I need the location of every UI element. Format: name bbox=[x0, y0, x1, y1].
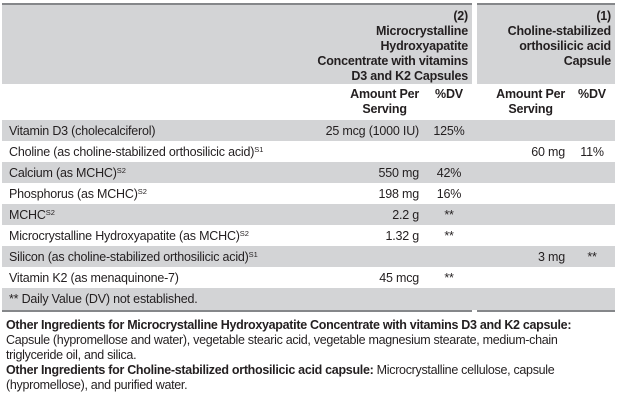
footnote-marker: S1 bbox=[248, 249, 258, 259]
product-2-name-line: Choline-stabilized bbox=[507, 24, 612, 38]
other-ingredients-section: Other Ingredients for Microcrystalline H… bbox=[6, 318, 612, 393]
product-1-name-line: D3 and K2 Capsules bbox=[351, 69, 468, 83]
product-1-name-line: Microcrystalline bbox=[376, 24, 468, 38]
column-header-row: Amount Per Serving %DV Amount Per Serving … bbox=[2, 84, 615, 120]
table-row-mchc: MCHCS2 2.2 g ** bbox=[2, 204, 615, 225]
other-ingredients-product-2: Other Ingredients for Choline-stabilized… bbox=[6, 363, 612, 393]
serving-label: Serving bbox=[362, 102, 407, 116]
top-rule-right-segment bbox=[477, 3, 615, 5]
amount-2-value: 3 mg bbox=[538, 249, 565, 264]
amount-2-value: 60 mg bbox=[531, 144, 565, 159]
bottom-rule-left-segment bbox=[2, 310, 472, 312]
daily-value-footnote: ** Daily Value (DV) not established. bbox=[9, 292, 198, 306]
nutrient-rows: Vitamin D3 (cholecalciferol) 25 mcg (100… bbox=[2, 120, 615, 288]
serving-label: Serving bbox=[508, 102, 553, 116]
table-row-silicon: Silicon (as choline-stabilized orthosili… bbox=[2, 246, 615, 267]
product-1-name-line: Hydroxyapatite bbox=[380, 39, 468, 53]
other-ingredients-2-lead: Other Ingredients for Choline-stabilized… bbox=[6, 363, 374, 377]
other-ingredients-1-lead: Other Ingredients for Microcrystalline H… bbox=[6, 318, 572, 332]
other-ingredients-product-1: Other Ingredients for Microcrystalline H… bbox=[6, 318, 612, 363]
table-row-phosphorus: Phosphorus (as MCHC)S2 198 mg 16% bbox=[2, 183, 615, 204]
top-rule-left-segment bbox=[2, 3, 472, 5]
nutrient-label: Choline (as choline-stabilized orthosili… bbox=[9, 144, 255, 159]
amount-1-value: 2.2 g bbox=[392, 207, 419, 222]
product-1-header: (2) Microcrystalline Hydroxyapatite Conc… bbox=[2, 5, 472, 84]
table-top-rule bbox=[2, 3, 615, 5]
column-header-amount-1: Amount Per Serving bbox=[314, 87, 421, 117]
table-row-microcrystalline-hydroxyapatite: Microcrystalline Hydroxyapatite (as MCHC… bbox=[2, 225, 615, 246]
dv-1-value: ** bbox=[444, 207, 454, 222]
amount-1-value: 198 mg bbox=[378, 186, 420, 201]
product-2-name-line: orthosilicic acid bbox=[519, 39, 611, 53]
column-separator-gap bbox=[472, 5, 477, 84]
table-row-vitamin-k2: Vitamin K2 (as menaquinone-7) 45 mcg ** bbox=[2, 267, 615, 288]
column-header-dv-2: %DV bbox=[578, 87, 606, 101]
product-1-name-line: Concentrate with vitamins bbox=[317, 54, 468, 68]
amount-per-label: Amount Per bbox=[496, 87, 565, 101]
other-ingredients-1-text: Capsule (hypromellose and water), vegeta… bbox=[6, 333, 558, 362]
amount-1-value: 1.32 g bbox=[385, 228, 419, 243]
nutrient-label: Vitamin D3 (cholecalciferol) bbox=[9, 123, 156, 138]
footnote-marker: S1 bbox=[254, 144, 264, 154]
dv-2-value: 11% bbox=[580, 144, 604, 159]
dv-1-value: 42% bbox=[436, 165, 462, 180]
amount-1-value: 45 mcg bbox=[379, 270, 419, 285]
supplement-facts-table: (2) Microcrystalline Hydroxyapatite Conc… bbox=[2, 3, 615, 312]
daily-value-footnote-row: ** Daily Value (DV) not established. bbox=[2, 288, 615, 310]
nutrient-label: Microcrystalline Hydroxyapatite (as MCHC… bbox=[9, 228, 240, 243]
nutrient-label: Vitamin K2 (as menaquinone-7) bbox=[9, 270, 179, 285]
amount-1-value: 550 mg bbox=[378, 165, 420, 180]
nutrient-label: MCHC bbox=[9, 207, 46, 222]
footnote-marker: S2 bbox=[137, 186, 147, 196]
footnote-marker: S2 bbox=[45, 207, 55, 217]
amount-per-label: Amount Per bbox=[350, 87, 419, 101]
product-2-count: (1) bbox=[596, 9, 611, 23]
dv-2-value: ** bbox=[587, 249, 597, 264]
nutrient-label: Calcium (as MCHC) bbox=[9, 165, 117, 180]
product-1-count: (2) bbox=[453, 9, 468, 23]
table-row-vitamin-d3: Vitamin D3 (cholecalciferol) 25 mcg (100… bbox=[2, 120, 615, 141]
nutrient-label: Phosphorus (as MCHC) bbox=[9, 186, 138, 201]
column-header-amount-2: Amount Per Serving bbox=[477, 87, 569, 117]
table-row-calcium: Calcium (as MCHC)S2 550 mg 42% bbox=[2, 162, 615, 183]
dv-1-value: ** bbox=[444, 270, 454, 285]
product-2-header: (1) Choline-stabilized orthosilicic acid… bbox=[477, 5, 615, 84]
column-header-dv-1: %DV bbox=[435, 87, 463, 101]
dv-1-value: ** bbox=[444, 228, 454, 243]
table-bottom-rule bbox=[2, 310, 615, 312]
bottom-rule-right-segment bbox=[477, 310, 615, 312]
other-ingredients-2-text: Microcrystalline cellulose, capsule (hyp… bbox=[6, 363, 555, 392]
dv-1-value: 16% bbox=[436, 186, 462, 201]
nutrient-label: Silicon (as choline-stabilized orthosili… bbox=[9, 249, 249, 264]
footnote-marker: S2 bbox=[116, 165, 126, 175]
dv-1-value: 125% bbox=[433, 123, 465, 138]
footnote-marker: S2 bbox=[239, 228, 249, 238]
product-2-name-line: Capsule bbox=[563, 54, 611, 68]
amount-1-value: 25 mcg (1000 IU) bbox=[325, 123, 420, 138]
product-header-band: (2) Microcrystalline Hydroxyapatite Conc… bbox=[2, 5, 615, 84]
table-row-choline: Choline (as choline-stabilized orthosili… bbox=[2, 141, 615, 162]
